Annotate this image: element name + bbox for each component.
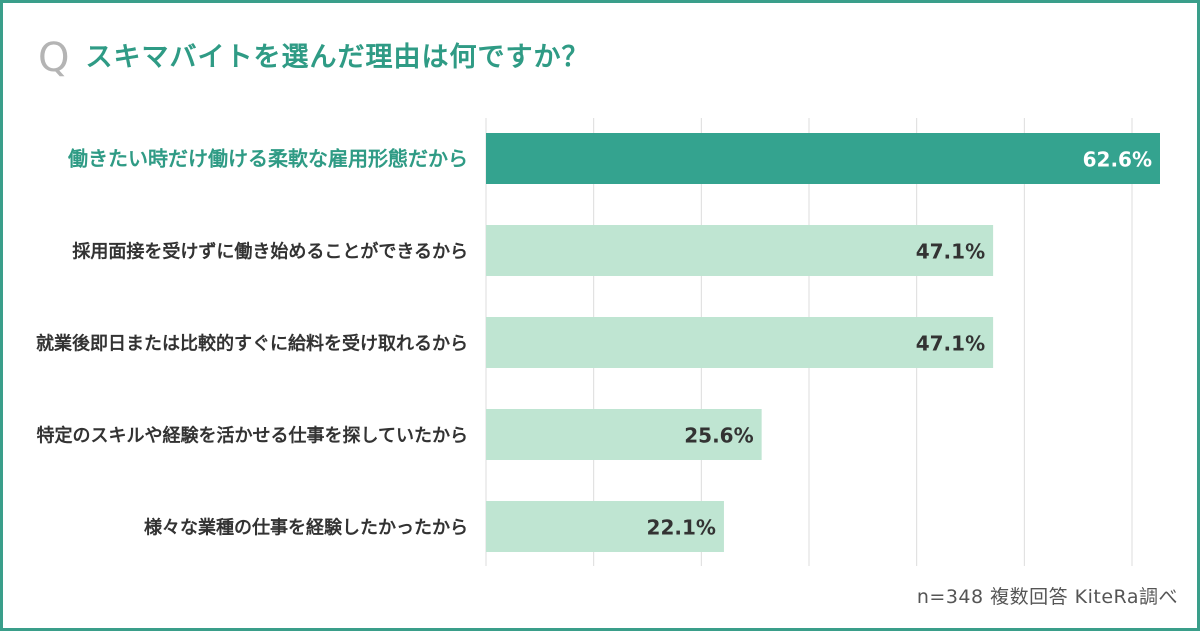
q-mark: Q	[38, 35, 70, 81]
value-label: 47.1%	[916, 332, 985, 356]
bar	[486, 317, 994, 368]
value-label: 22.1%	[647, 516, 716, 540]
footnote: n=348 複数回答 KiteRa調べ	[916, 586, 1178, 608]
category-label: 様々な業種の仕事を経験したかったから	[144, 517, 468, 539]
bar	[486, 133, 1160, 184]
value-label: 47.1%	[916, 240, 985, 264]
bar	[486, 225, 994, 276]
chart-title: スキマバイトを選んだ理由は何ですか？	[85, 42, 590, 73]
bar	[486, 501, 724, 552]
category-label: 働きたい時だけ働ける柔軟な雇用形態だから	[67, 147, 468, 171]
bar	[486, 409, 762, 460]
question-header: Q スキマバイトを選んだ理由は何ですか？	[38, 36, 589, 80]
category-label: 採用面接を受けずに働き始めることができるから	[72, 241, 468, 263]
value-label: 25.6%	[684, 424, 753, 448]
category-label: 特定のスキルや経験を活かせる仕事を探していたから	[37, 425, 468, 447]
value-label: 62.6%	[1083, 148, 1152, 172]
category-label: 就業後即日または比較的すぐに給料を受け取れるから	[36, 333, 468, 355]
